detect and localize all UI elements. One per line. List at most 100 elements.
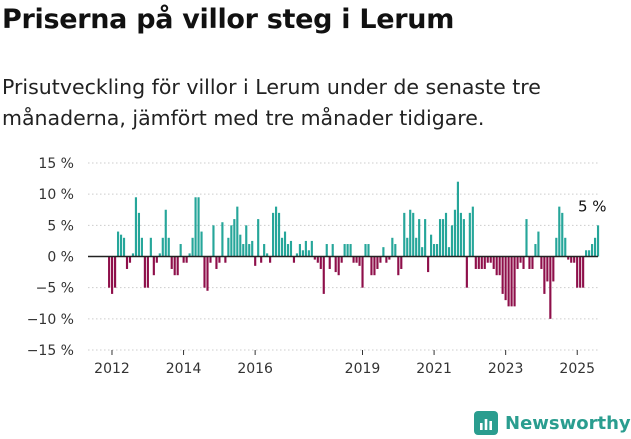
bar xyxy=(388,256,391,260)
bar xyxy=(427,256,430,273)
y-axis-ticks: 15 % 10 % 5 % 0 % −5 % −10 % −15 % xyxy=(27,156,74,359)
bar xyxy=(114,256,117,288)
bar xyxy=(504,256,507,301)
bar xyxy=(137,212,141,257)
bar xyxy=(528,256,531,269)
bar xyxy=(456,181,459,257)
bar xyxy=(593,237,597,257)
bar xyxy=(495,256,498,276)
bar xyxy=(134,197,138,257)
bar xyxy=(462,219,465,257)
bar xyxy=(185,256,188,263)
bar xyxy=(289,240,293,257)
bar xyxy=(292,256,296,263)
bar xyxy=(251,240,254,257)
x-tick-label: 2025 xyxy=(559,361,595,377)
bar xyxy=(277,212,281,257)
bar xyxy=(203,256,206,288)
bar xyxy=(582,256,585,288)
bar xyxy=(119,234,123,257)
bar xyxy=(266,253,269,257)
bar xyxy=(403,212,406,257)
bar xyxy=(349,244,352,257)
bar xyxy=(447,247,451,257)
y-tick-label: 15 % xyxy=(38,156,74,172)
bar xyxy=(108,256,111,288)
bar xyxy=(313,256,316,260)
bar xyxy=(400,256,403,269)
bar xyxy=(173,256,176,276)
bar xyxy=(218,256,221,263)
bar xyxy=(596,225,600,257)
bar xyxy=(492,256,495,269)
bar xyxy=(149,237,152,257)
bar xyxy=(483,256,486,269)
bar xyxy=(280,237,284,257)
bar xyxy=(561,212,564,257)
bar xyxy=(531,256,534,269)
x-tick-label: 2016 xyxy=(237,361,273,377)
bar xyxy=(588,250,591,257)
bar xyxy=(146,256,149,288)
bar xyxy=(248,244,251,257)
bar xyxy=(385,256,388,263)
chart-title: Priserna på villor steg i Lerum xyxy=(2,4,455,35)
bar xyxy=(409,209,412,257)
bar xyxy=(361,256,364,288)
bar xyxy=(224,256,227,263)
bar xyxy=(316,256,319,263)
bar xyxy=(298,244,301,257)
bar xyxy=(438,219,442,257)
bar xyxy=(564,237,567,257)
bar xyxy=(242,244,245,257)
bar xyxy=(546,256,549,282)
x-tick-label: 2023 xyxy=(488,361,524,377)
bar xyxy=(570,256,573,263)
bar xyxy=(540,256,543,269)
grid-lines xyxy=(88,162,598,351)
bar xyxy=(397,256,400,276)
bar xyxy=(283,231,287,257)
bar xyxy=(334,256,337,273)
bar xyxy=(501,256,504,294)
bar xyxy=(191,237,194,257)
bar xyxy=(125,256,129,269)
x-tick-label: 2012 xyxy=(94,361,130,377)
x-tick-label: 2014 xyxy=(166,361,202,377)
bar xyxy=(325,244,328,257)
bar xyxy=(286,244,290,257)
bar xyxy=(206,256,209,291)
bar xyxy=(257,219,260,257)
chart-subtitle: Prisutveckling för villor i Lerum under … xyxy=(2,75,541,130)
bar xyxy=(170,256,173,269)
bar xyxy=(430,234,433,257)
bar xyxy=(421,247,424,257)
bar xyxy=(116,231,120,257)
x-axis-ticks: 2012 2014 2016 2019 2021 2023 2025 xyxy=(94,350,595,377)
bar xyxy=(489,256,492,263)
bar xyxy=(221,222,224,257)
bar xyxy=(304,240,307,257)
bar xyxy=(579,256,582,288)
y-tick-label: −10 % xyxy=(27,312,74,328)
bar xyxy=(591,244,594,257)
bar xyxy=(465,256,468,288)
bar xyxy=(122,237,126,257)
bar xyxy=(486,256,489,263)
bar xyxy=(227,237,230,257)
bar-chart: 15 %10 %5 %0 %−5 %−10 %−15 % 2012 2014 201… xyxy=(27,156,607,377)
bar xyxy=(415,237,418,257)
bar xyxy=(200,231,203,257)
bar xyxy=(412,212,415,257)
bar xyxy=(525,219,528,257)
bar xyxy=(549,256,552,319)
bar xyxy=(182,256,185,263)
bar xyxy=(111,256,114,294)
bar xyxy=(573,256,576,263)
bar xyxy=(167,237,170,257)
brand-name: Newsworthy xyxy=(505,412,631,434)
bar xyxy=(209,256,212,263)
bar xyxy=(143,256,146,288)
bar xyxy=(233,219,236,257)
bar xyxy=(450,225,454,257)
